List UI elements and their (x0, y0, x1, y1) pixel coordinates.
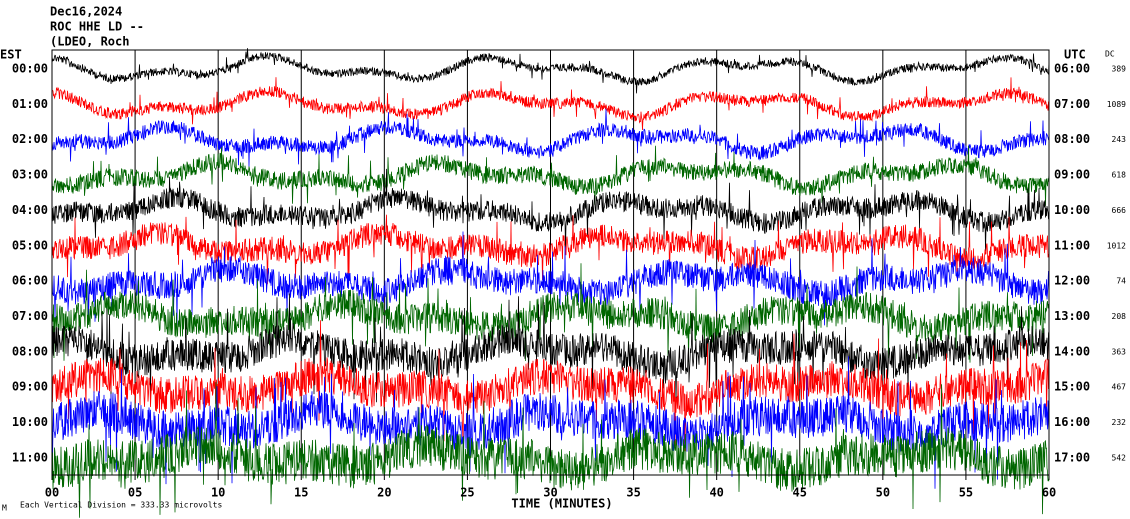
dc-label: 363 (1112, 347, 1127, 356)
x-tick-label: 35 (626, 486, 640, 500)
utc-label: 08:00 (1054, 132, 1090, 146)
est-label: 06:00 (12, 274, 48, 288)
dc-label: 542 (1112, 453, 1127, 462)
traces (51, 48, 1050, 518)
title-line: ROC HHE LD -- (50, 20, 144, 34)
utc-label: 17:00 (1054, 450, 1090, 464)
utc-label: 16:00 (1054, 415, 1090, 429)
trace (51, 168, 1050, 252)
right-axis-title: UTC (1064, 48, 1086, 62)
est-label: 10:00 (12, 415, 48, 429)
dc-label: 232 (1112, 418, 1127, 427)
utc-label: 14:00 (1054, 344, 1090, 358)
trace (51, 293, 1050, 404)
dc-label: 1089 (1107, 100, 1126, 109)
x-tick-label: 15 (294, 486, 308, 500)
x-tick-label: 60 (1042, 486, 1056, 500)
left-axis-title: EST (0, 48, 22, 62)
footer: Each Vertical Division = 333.33 microvol… (20, 501, 222, 510)
est-label: 01:00 (12, 97, 48, 111)
dc-title: DC (1105, 50, 1115, 59)
trace (51, 320, 1050, 452)
title-line: (LDEO, Roch (50, 35, 129, 49)
dc-label: 389 (1112, 65, 1127, 74)
est-label: 00:00 (12, 62, 48, 76)
x-tick-label: 05 (128, 486, 142, 500)
utc-label: 11:00 (1054, 238, 1090, 252)
est-label: 04:00 (12, 203, 48, 217)
est-label: 03:00 (12, 168, 48, 182)
trace (51, 356, 1050, 489)
x-tick-label: 10 (211, 486, 225, 500)
utc-label: 13:00 (1054, 309, 1090, 323)
trace (51, 231, 1050, 329)
utc-label: 09:00 (1054, 168, 1090, 182)
est-label: 11:00 (12, 450, 48, 464)
x-axis-label: TIME (MINUTES) (511, 497, 612, 511)
utc-label: 10:00 (1054, 203, 1090, 217)
dc-label: 1012 (1107, 241, 1126, 250)
x-tick-label: 45 (793, 486, 807, 500)
trace (51, 214, 1050, 285)
x-tick-label: 50 (876, 486, 890, 500)
utc-label: 07:00 (1054, 97, 1090, 111)
dc-label: 208 (1112, 312, 1127, 321)
dc-label: 243 (1112, 135, 1127, 144)
x-tick-label: 55 (959, 486, 973, 500)
trace (51, 263, 1050, 363)
corner-mark: M (2, 504, 7, 513)
est-label: 09:00 (12, 380, 48, 394)
trace (51, 77, 1050, 131)
dc-label: 74 (1116, 277, 1126, 286)
dc-label: 618 (1112, 171, 1127, 180)
dc-label: 666 (1112, 206, 1127, 215)
x-tick-label: 00 (45, 486, 59, 500)
utc-label: 12:00 (1054, 274, 1090, 288)
trace (51, 382, 1050, 518)
est-label: 02:00 (12, 132, 48, 146)
x-tick-label: 30 (543, 486, 557, 500)
est-label: 08:00 (12, 344, 48, 358)
utc-label: 15:00 (1054, 380, 1090, 394)
x-tick-label: 40 (709, 486, 723, 500)
est-label: 07:00 (12, 309, 48, 323)
dc-label: 467 (1112, 383, 1127, 392)
trace (51, 108, 1050, 167)
title-line: Dec16,2024 (50, 5, 122, 19)
x-tick-label: 20 (377, 486, 391, 500)
x-tick-label: 25 (460, 486, 474, 500)
utc-label: 06:00 (1054, 62, 1090, 76)
trace (51, 48, 1050, 94)
trace (51, 145, 1050, 206)
est-label: 05:00 (12, 238, 48, 252)
